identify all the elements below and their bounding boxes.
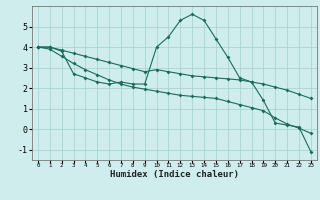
X-axis label: Humidex (Indice chaleur): Humidex (Indice chaleur) <box>110 170 239 179</box>
